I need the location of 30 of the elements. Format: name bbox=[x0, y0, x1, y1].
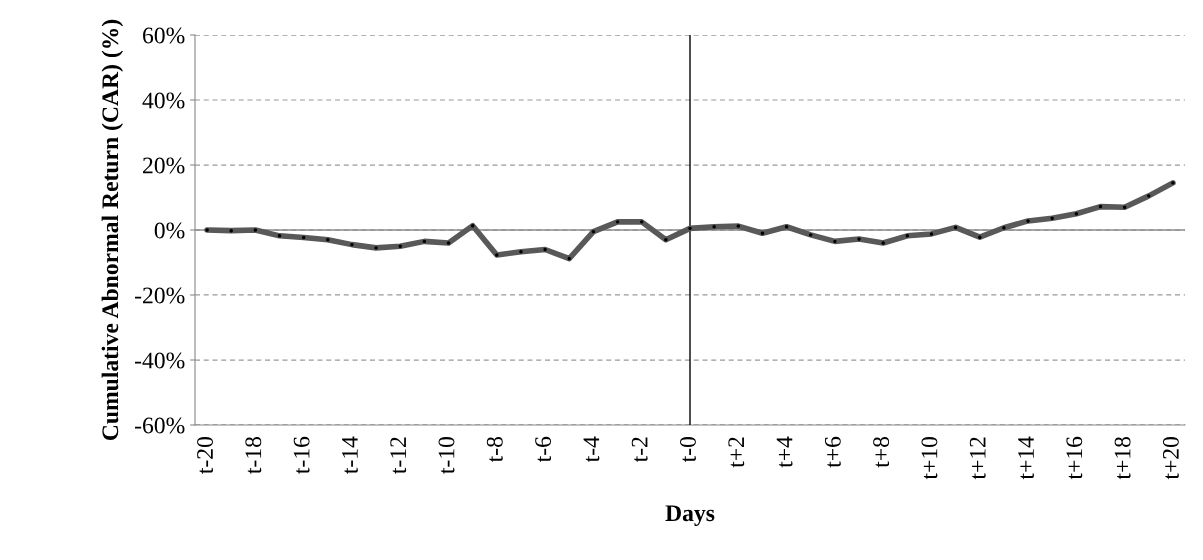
x-tick-label: t-20 bbox=[197, 437, 213, 474]
y-tick-label: -40% bbox=[135, 352, 185, 369]
y-axis-title: Cumulative Abnormal Return (CAR) (%) bbox=[101, 19, 124, 441]
x-tick-label: t-2 bbox=[631, 437, 648, 463]
x-tick-label: t+4 bbox=[776, 436, 793, 468]
x-tick-label: t+18 bbox=[1114, 437, 1131, 480]
x-tick-label: t+10 bbox=[921, 437, 938, 480]
x-tick-label: t+16 bbox=[1066, 436, 1083, 480]
x-tick-label: t-6 bbox=[535, 436, 552, 463]
x-tick-label: t-14 bbox=[342, 436, 358, 474]
x-tick-label: t-8 bbox=[486, 437, 503, 463]
y-tick-label: 0% bbox=[154, 222, 185, 239]
x-tick-label: t-12 bbox=[390, 437, 407, 474]
x-tick-label: t+8 bbox=[873, 437, 890, 468]
x-tick-label: t-4 bbox=[583, 436, 600, 463]
x-tick-label: t+20 bbox=[1162, 437, 1179, 480]
x-tick-label: t-18 bbox=[245, 437, 262, 474]
y-tick-label: 20% bbox=[143, 157, 185, 174]
y-tick-label: 60% bbox=[143, 27, 185, 44]
y-tick-label: -20% bbox=[135, 287, 185, 304]
x-tick-label: t+6 bbox=[824, 436, 841, 468]
x-tick-label: t+2 bbox=[728, 437, 745, 468]
x-tick-label: t+14 bbox=[1018, 436, 1034, 480]
x-tick-label: t+12 bbox=[969, 437, 986, 480]
x-tick-label: t-0 bbox=[679, 437, 696, 463]
x-tick-label: t-16 bbox=[293, 436, 310, 474]
x-axis-title: Days bbox=[665, 505, 715, 527]
y-tick-label: 40% bbox=[142, 92, 185, 109]
x-tick-label: t-10 bbox=[438, 437, 455, 474]
y-tick-label: -60% bbox=[135, 417, 185, 434]
